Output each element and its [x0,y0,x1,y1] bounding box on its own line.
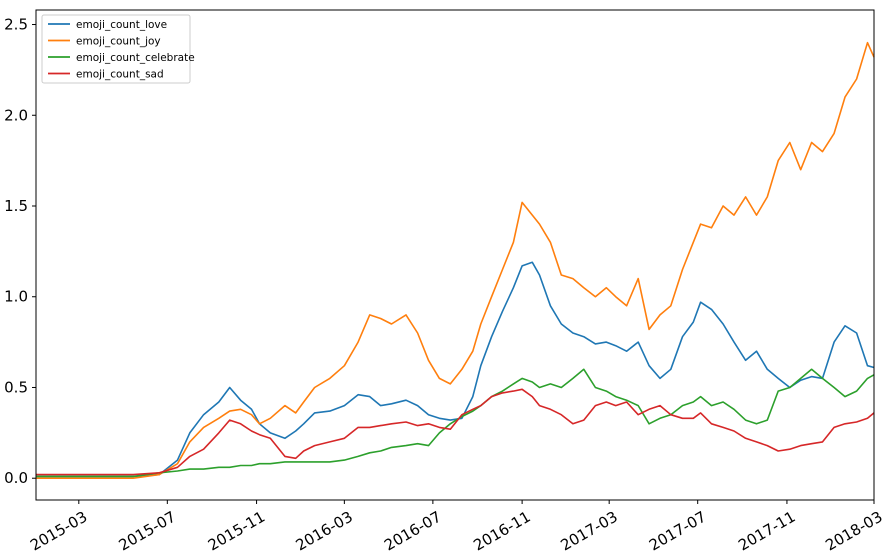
x-axis: 2015-03 2015-07 2015-11 2016-03 2016-07 2016-… [27,500,884,555]
series-line-emoji_count_celebrate [36,368,875,478]
legend-label: emoji_count_love [76,19,167,31]
x-tick-label: 2017-03 [557,508,620,555]
y-tick-label: 1.5 [4,197,28,215]
x-tick-label: 2015-03 [27,508,90,555]
legend-label: emoji_count_sad [76,69,164,81]
x-tick-label: 2016-11 [470,508,533,555]
plot-frame [35,9,875,501]
series-layer [36,41,875,479]
legend-label: emoji_count_celebrate [76,52,195,64]
y-axis: 0.0 0.5 1.0 1.5 2.0 2.5 [4,16,36,487]
y-tick-label: 0.0 [4,469,28,487]
legend-label: emoji_count_joy [76,36,161,48]
legend-box [41,14,191,84]
series-line-emoji_count_sad [36,388,875,476]
y-tick-label: 2.0 [4,106,28,124]
y-tick-label: 0.5 [4,378,28,396]
series-line-emoji_count_joy [36,41,875,479]
y-tick-label: 2.5 [4,16,28,34]
legend: emoji_count_love emoji_count_joy emoji_cou… [41,14,195,84]
x-tick-label: 2017-07 [646,508,709,555]
x-tick-label: 2016-07 [381,508,444,555]
y-tick-label: 1.0 [4,288,28,306]
x-tick-label: 2015-11 [205,508,268,555]
series-line-emoji_count_love [36,261,875,478]
x-tick-label: 2015-07 [116,508,179,555]
x-tick-label: 2017-11 [735,508,798,555]
x-tick-label: 2018-03 [822,508,884,555]
x-tick-label: 2016-03 [293,508,356,555]
